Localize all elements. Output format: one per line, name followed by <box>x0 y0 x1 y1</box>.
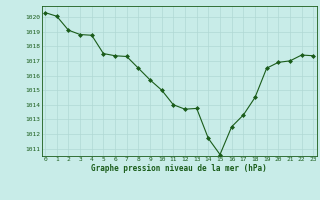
X-axis label: Graphe pression niveau de la mer (hPa): Graphe pression niveau de la mer (hPa) <box>91 164 267 173</box>
